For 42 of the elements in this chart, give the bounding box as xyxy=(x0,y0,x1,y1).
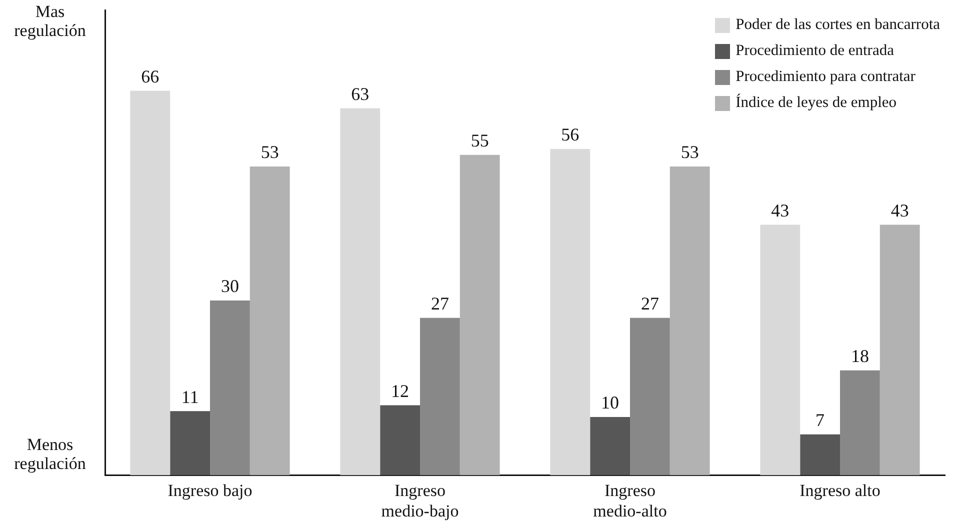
bar xyxy=(170,411,210,476)
bar xyxy=(420,318,460,476)
bar xyxy=(380,405,420,476)
legend-label: Procedimiento de entrada xyxy=(736,42,894,60)
data-label: 7 xyxy=(816,410,825,430)
bar xyxy=(840,370,880,476)
bar xyxy=(760,224,800,476)
data-label: 18 xyxy=(850,346,869,366)
x-tick-label: Ingreso medio-alto xyxy=(593,480,667,520)
data-label: 43 xyxy=(771,200,790,220)
data-label: 66 xyxy=(141,66,160,86)
bar xyxy=(800,434,840,476)
data-label: 55 xyxy=(470,130,489,151)
legend-label: Poder de las cortes en bancarrota xyxy=(736,16,940,34)
bar xyxy=(670,166,710,476)
x-tick-label: Ingreso medio-bajo xyxy=(381,480,459,520)
bar xyxy=(460,154,500,476)
x-tick-label: Ingreso bajo xyxy=(168,480,252,500)
bar xyxy=(340,108,380,476)
bar xyxy=(880,224,920,476)
data-label: 11 xyxy=(181,386,199,407)
x-tick-label: Ingreso alto xyxy=(800,480,880,500)
legend-label: Índice de leyes de empleo xyxy=(736,94,897,112)
bar xyxy=(630,318,670,476)
bar xyxy=(130,90,170,476)
data-label: 27 xyxy=(430,294,449,314)
data-label: 30 xyxy=(220,276,239,296)
data-label: 27 xyxy=(640,294,659,314)
bar xyxy=(590,416,630,476)
data-label: 43 xyxy=(890,200,909,220)
bar xyxy=(210,300,250,476)
data-label: 53 xyxy=(680,142,699,162)
bar xyxy=(250,166,290,476)
data-label: 63 xyxy=(351,84,370,104)
text: Menos regulación xyxy=(13,435,87,474)
legend-label: Procedimiento para contratar xyxy=(736,68,916,86)
data-label: 10 xyxy=(601,392,620,413)
bar xyxy=(550,148,590,476)
data-label: 53 xyxy=(260,142,279,162)
data-label: 12 xyxy=(391,381,410,402)
text: Mas regulación xyxy=(13,2,87,40)
data-label: 56 xyxy=(561,124,580,145)
